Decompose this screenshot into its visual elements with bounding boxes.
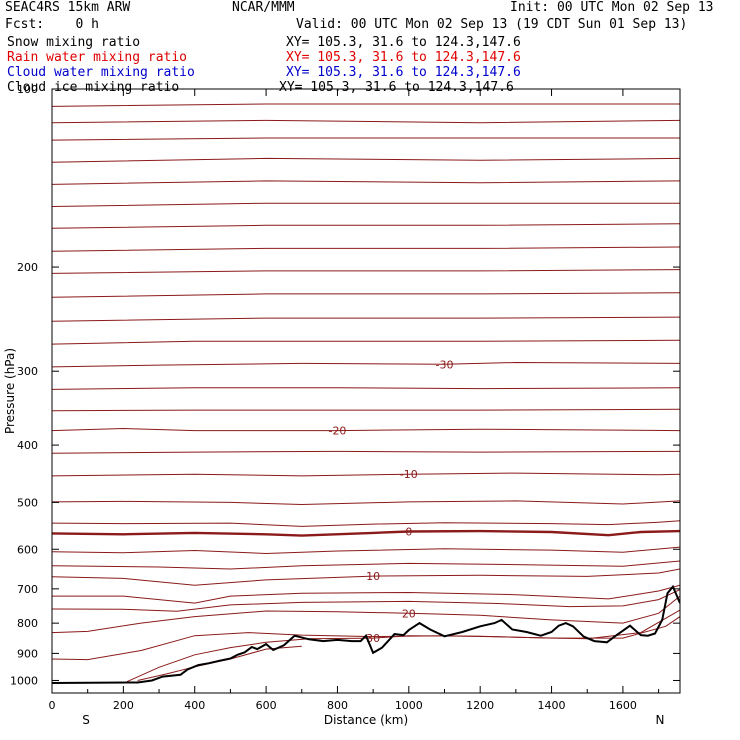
contour-line <box>52 472 680 477</box>
x-tick-label: 800 <box>327 699 348 712</box>
init-time: Init: 00 UTC Mon 02 Sep 13 <box>510 0 714 15</box>
contour-line <box>52 408 680 412</box>
y-tick-label: 100 <box>17 83 38 96</box>
contour-line <box>52 361 680 368</box>
contour-line <box>52 292 680 298</box>
contour-line <box>52 316 680 322</box>
org-label: NCAR/MMM <box>232 0 295 15</box>
contour-line <box>52 568 680 586</box>
contour-line <box>52 119 680 124</box>
contour-line <box>52 595 680 634</box>
contour-line <box>52 137 680 141</box>
contour-line <box>52 589 680 612</box>
field-xy-cloud-ice: XY= 105.3, 31.6 to 124.3,147.6 <box>279 80 514 95</box>
plot-frame <box>51 88 681 694</box>
y-axis-title: Pressure (hPa) <box>3 348 17 434</box>
contour-line <box>52 450 680 454</box>
field-name-snow: Snow mixing ratio <box>7 35 141 50</box>
contour-line <box>52 546 680 555</box>
contour-line <box>52 387 680 390</box>
contour-label: 20 <box>402 607 416 620</box>
field-name-cloud-water: Cloud water mixing ratio <box>7 65 195 80</box>
contour-line <box>52 560 680 570</box>
x-tick-label: 1600 <box>609 699 637 712</box>
x-tick-label: 1400 <box>538 699 566 712</box>
contour-line <box>52 180 680 185</box>
x-tick-label: 1000 <box>395 699 423 712</box>
x-tick-label: 200 <box>113 699 134 712</box>
contour-line <box>52 520 680 527</box>
contour-line <box>52 202 680 207</box>
valid-time: Valid: 00 UTC Mon 02 Sep 13 (19 CDT Sun … <box>296 17 688 32</box>
y-tick-label: 700 <box>17 583 38 596</box>
y-tick-label: 900 <box>17 647 38 660</box>
y-tick-label: 200 <box>17 261 38 274</box>
contour-label: 0 <box>405 526 412 539</box>
x-tick-label: 1200 <box>466 699 494 712</box>
field-name-rain: Rain water mixing ratio <box>7 50 188 65</box>
contour-line <box>52 246 680 252</box>
field-xy-cloud-water: XY= 105.3, 31.6 to 124.3,147.6 <box>286 65 521 80</box>
contour-line <box>52 223 680 229</box>
contour-line <box>52 584 680 604</box>
contour-label: -10 <box>400 468 418 481</box>
contour-line <box>52 427 680 432</box>
x-tick-label: 600 <box>256 699 277 712</box>
x-tick-label: 0 <box>49 699 56 712</box>
x-axis-title: Distance (km) <box>324 713 408 727</box>
terrain-line <box>52 584 680 684</box>
model-title: SEAC4RS 15km ARW <box>5 0 131 15</box>
contour-label: -30 <box>436 358 454 371</box>
contour-line <box>137 645 302 681</box>
contour-line <box>52 157 680 163</box>
contour-line <box>126 616 680 683</box>
y-tick-label: 500 <box>17 496 38 509</box>
x-tick-label: 400 <box>184 699 205 712</box>
contour-line <box>52 529 680 537</box>
y-tick-label: 400 <box>17 439 38 452</box>
contour-line <box>52 103 680 107</box>
x-axis-left-end-label: S <box>82 713 90 727</box>
y-tick-label: 1000 <box>10 674 38 687</box>
field-xy-snow: XY= 105.3, 31.6 to 124.3,147.6 <box>286 35 521 50</box>
contour-line <box>52 500 680 506</box>
field-name-cloud-ice: Cloud ice mixing ratio <box>7 80 180 95</box>
x-axis-right-end-label: N <box>656 713 665 727</box>
y-tick-label: 600 <box>17 543 38 556</box>
contour-label: -20 <box>328 425 346 438</box>
field-xy-rain: XY= 105.3, 31.6 to 124.3,147.6 <box>286 50 521 65</box>
forecast-hour: Fcst: 0 h <box>5 17 99 32</box>
y-tick-label: 300 <box>17 365 38 378</box>
y-tick-label: 800 <box>17 617 38 630</box>
contour-line <box>52 339 680 345</box>
contour-label: 10 <box>366 570 380 583</box>
contour-line <box>52 269 680 274</box>
